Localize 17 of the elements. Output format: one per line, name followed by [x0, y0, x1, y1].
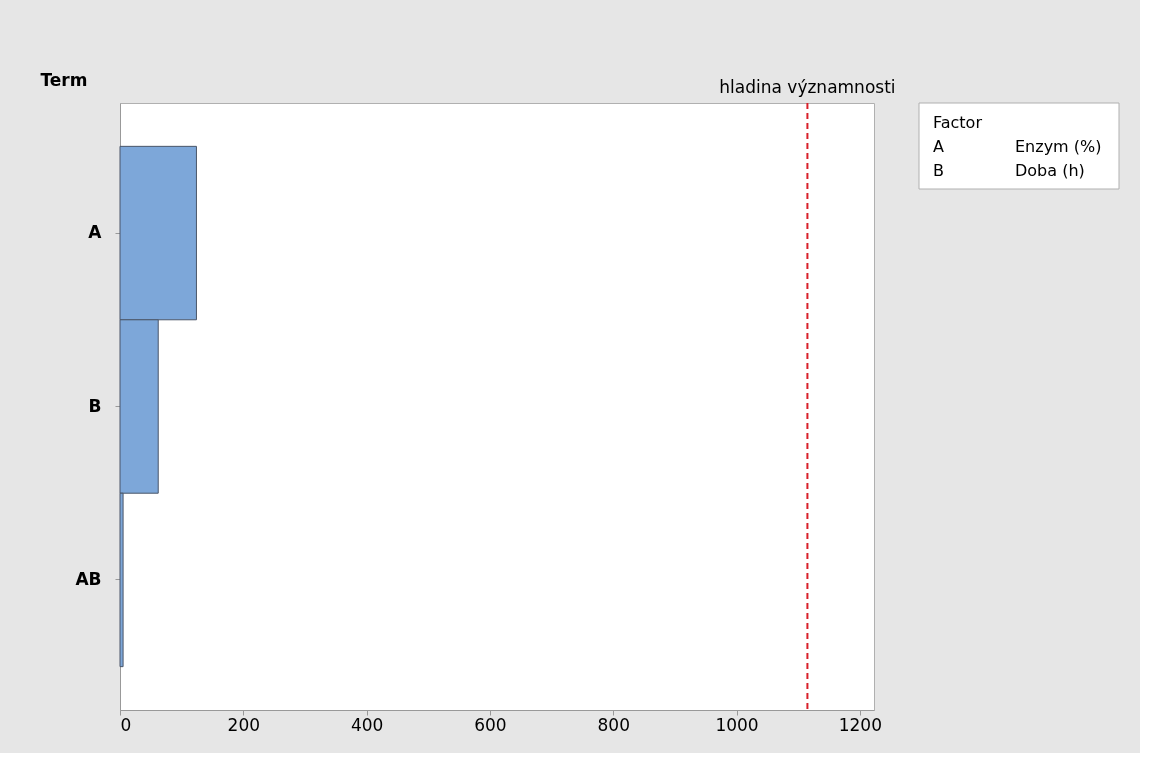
text: A — [933, 137, 944, 156]
text: B — [933, 161, 944, 180]
x-tick-label: 0 — [120, 714, 132, 735]
x-tick-label: 800 — [597, 714, 630, 735]
ref-line-label: hladina významnosti — [719, 77, 896, 97]
x-tick-label: 600 — [474, 714, 507, 735]
y-axis-title: Term — [40, 69, 88, 90]
y-tick-label: AB — [75, 568, 102, 589]
x-tick-label: 1000 — [715, 714, 759, 735]
text: Doba (h) — [1015, 161, 1085, 180]
x-tick-label: 200 — [227, 714, 261, 735]
x-tick-label: 1200 — [838, 714, 882, 735]
text: Factor — [933, 113, 983, 132]
y-tick-label: A — [88, 222, 103, 243]
x-tick-label: 400 — [350, 714, 384, 735]
text: Enzym (%) — [1015, 137, 1102, 156]
y-tick-label: B — [88, 395, 102, 416]
